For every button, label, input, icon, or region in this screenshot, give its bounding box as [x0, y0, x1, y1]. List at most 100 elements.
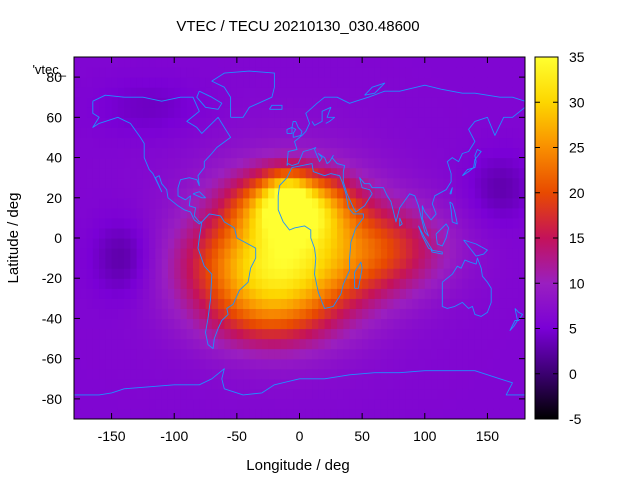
heatmap-cell [211, 358, 219, 370]
heatmap-cell [380, 398, 388, 410]
heatmap-cell [337, 318, 344, 330]
heatmap-cell [456, 117, 463, 128]
heatmap-cell [167, 308, 175, 320]
heatmap-cell [193, 338, 200, 350]
heatmap-cell [349, 127, 357, 139]
heatmap-cell [130, 127, 138, 139]
heatmap-cell [337, 388, 344, 400]
heatmap-cell [305, 318, 313, 330]
heatmap-cell [268, 288, 276, 299]
heatmap-cell [437, 288, 445, 299]
heatmap-cell [506, 147, 514, 159]
heatmap-cell [80, 197, 88, 209]
heatmap-cell [449, 227, 457, 239]
heatmap-cell [405, 157, 413, 169]
heatmap-cell [362, 248, 369, 259]
heatmap-cell [255, 57, 263, 68]
heatmap-cell [499, 57, 507, 68]
heatmap-cell [449, 408, 457, 419]
y-tick-label: 80 [46, 69, 62, 85]
heatmap-cell [418, 137, 426, 149]
heatmap-cell [305, 258, 313, 269]
heatmap-cell [349, 217, 357, 229]
heatmap-cell [312, 157, 319, 169]
heatmap-cell [362, 378, 369, 390]
heatmap-cell [274, 227, 282, 239]
heatmap-cell [268, 248, 276, 259]
heatmap-cell [412, 127, 420, 139]
heatmap-cell [474, 338, 482, 350]
heatmap-cell [193, 318, 200, 330]
heatmap-cell [312, 368, 319, 380]
heatmap-cell [92, 398, 100, 410]
heatmap-cell [493, 167, 501, 179]
heatmap-cell [374, 308, 382, 320]
heatmap-cell [211, 378, 219, 390]
heatmap-cell [142, 348, 150, 360]
heatmap-cell [180, 358, 188, 370]
heatmap-cell [424, 328, 432, 340]
heatmap-cell [299, 167, 307, 179]
heatmap-cell [255, 408, 263, 419]
heatmap-cell [299, 87, 307, 98]
heatmap-cell [493, 328, 501, 340]
heatmap-cell [506, 77, 514, 88]
heatmap-cell [387, 157, 395, 169]
heatmap-cell [518, 227, 525, 239]
heatmap-cell [474, 308, 482, 320]
heatmap-cell [199, 57, 207, 68]
heatmap-cell [193, 258, 200, 269]
heatmap-cell [142, 77, 150, 88]
heatmap-cell [468, 107, 476, 118]
heatmap-cell [387, 358, 395, 370]
heatmap-cell [86, 348, 94, 360]
heatmap-cell [199, 207, 207, 219]
heatmap-cell [299, 378, 307, 390]
heatmap-cell [312, 338, 319, 350]
heatmap-cell [499, 207, 507, 219]
heatmap-cell [324, 408, 332, 419]
heatmap-cell [174, 207, 182, 219]
heatmap-cell [111, 207, 119, 219]
heatmap-cell [167, 258, 175, 269]
heatmap-cell [299, 318, 307, 330]
heatmap-cell [305, 87, 313, 98]
heatmap-cell [312, 57, 319, 68]
heatmap-cell [286, 147, 294, 159]
heatmap-cell [374, 258, 382, 269]
heatmap-cell [449, 358, 457, 370]
heatmap-cell [280, 278, 288, 289]
heatmap-cell [312, 197, 319, 209]
heatmap-cell [456, 157, 463, 169]
heatmap-cell [186, 217, 194, 229]
coastline-cuba [192, 191, 206, 199]
heatmap-cell [293, 177, 301, 189]
heatmap-cell [261, 368, 269, 380]
heatmap-cell [161, 388, 169, 400]
heatmap-cell [330, 378, 338, 390]
heatmap-cell [368, 278, 376, 289]
heatmap-cell [105, 187, 113, 199]
heatmap-cell [149, 338, 157, 350]
heatmap-cell [506, 288, 514, 299]
heatmap-cell [218, 147, 225, 159]
heatmap-cell [499, 278, 507, 289]
heatmap-cell [92, 177, 100, 189]
heatmap-cell [481, 258, 489, 269]
heatmap-cell [243, 378, 250, 390]
heatmap-cell [399, 358, 407, 370]
heatmap-cell [343, 268, 351, 279]
heatmap-cell [399, 368, 407, 380]
heatmap-cell [449, 57, 457, 68]
heatmap-cell [368, 197, 376, 209]
heatmap-cell [399, 388, 407, 400]
heatmap-cell [74, 187, 81, 199]
heatmap-cell [343, 227, 351, 239]
heatmap-cell [424, 268, 432, 279]
heatmap-cell [518, 147, 525, 159]
heatmap-cell [387, 238, 395, 249]
heatmap-cell [230, 97, 238, 108]
heatmap-cell [130, 278, 138, 289]
heatmap-cell [456, 258, 463, 269]
